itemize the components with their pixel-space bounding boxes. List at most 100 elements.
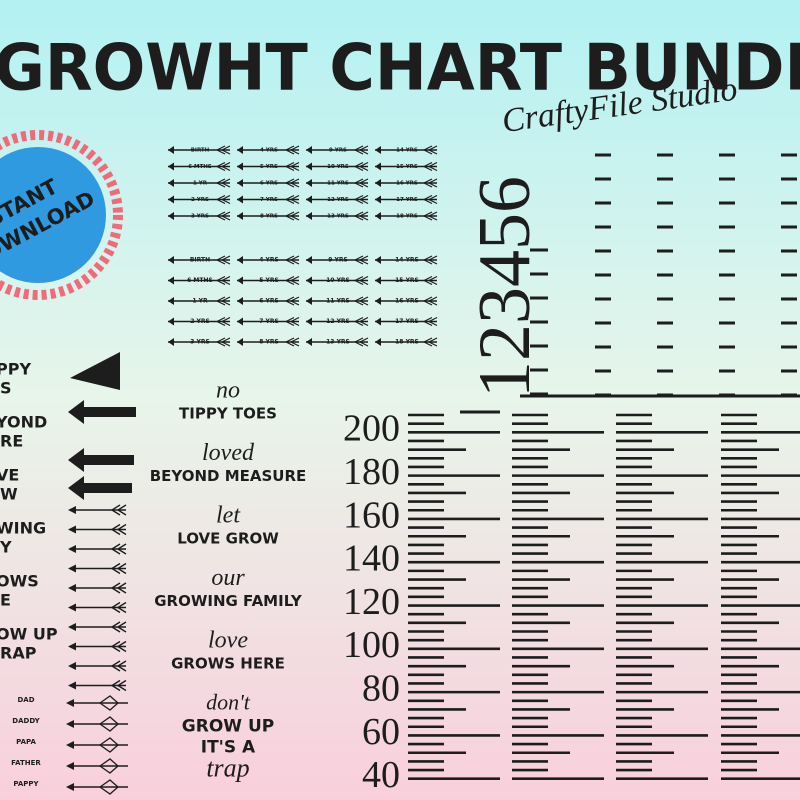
phrase-script: don't xyxy=(206,690,251,715)
arrow-feather xyxy=(423,145,438,155)
fancy-arrow-head xyxy=(66,699,74,707)
arrow-head xyxy=(375,212,381,220)
big-arrow xyxy=(68,448,134,472)
small-arrow-head xyxy=(68,681,76,690)
arrow-label: 15 YRS xyxy=(396,164,418,170)
name-label: PAPPY xyxy=(13,780,39,788)
arrow-head xyxy=(168,179,174,187)
name-label: DADDY xyxy=(12,717,40,725)
arrow-label: 3 YRS xyxy=(190,339,210,346)
arrow-head xyxy=(375,256,381,264)
arrow-feather xyxy=(285,161,300,172)
arrow-feather xyxy=(216,296,231,306)
ruler-label: 120 xyxy=(343,581,400,623)
arrow-feather xyxy=(423,337,438,347)
arrow-label: 15 YRS xyxy=(395,277,419,284)
cropped-text: OW UP xyxy=(0,625,58,644)
arrow-label: 4 YRS xyxy=(259,257,279,264)
arrow-head xyxy=(237,297,243,305)
arrow-label: 11 YRS xyxy=(326,298,350,305)
arrow-label: 4 YRS xyxy=(260,148,278,154)
arrow-label: 17 YRS xyxy=(396,197,418,203)
cropped-text: YOND xyxy=(0,413,47,432)
arrow-feather xyxy=(354,275,369,286)
arrow-feather xyxy=(354,296,369,306)
arrow-head xyxy=(375,276,381,285)
arrow-feather xyxy=(354,161,369,172)
arrow-label: 8 YRS xyxy=(260,214,278,220)
arrow-head xyxy=(375,338,381,346)
arrow-feather xyxy=(423,296,438,306)
ruler-label: 100 xyxy=(343,624,400,666)
ruler-label: 200 xyxy=(343,408,400,450)
arrow-feather xyxy=(423,255,438,265)
small-arrow-head xyxy=(68,525,76,534)
arrow-feather xyxy=(285,194,300,205)
phrase-script: no xyxy=(216,378,240,404)
arrow-label: 6 YRS xyxy=(260,181,278,187)
arrow-feather xyxy=(216,275,231,286)
arrow-feather xyxy=(216,337,231,347)
arrow-head xyxy=(375,162,381,171)
arrow-feather xyxy=(285,296,300,306)
arrow-head xyxy=(306,212,312,220)
arrow-label: 10 YRS xyxy=(326,277,350,284)
arrow-head xyxy=(237,338,243,346)
small-arrow-feather xyxy=(111,621,127,633)
fancy-arrow-feather xyxy=(98,695,119,711)
arrow-head xyxy=(237,317,243,326)
arrow-feather xyxy=(423,178,438,188)
arrow-head xyxy=(306,162,312,171)
arrow-label: 3 YRS xyxy=(191,214,209,220)
arrow-feather xyxy=(423,194,438,205)
arrow-label: 7 YRS xyxy=(259,318,279,325)
phrase-script: our xyxy=(211,565,245,591)
fancy-arrow-feather xyxy=(98,758,119,774)
arrow-head xyxy=(306,179,312,187)
arrow-feather xyxy=(216,161,231,172)
arrow-head xyxy=(168,297,174,305)
badge-ring xyxy=(0,130,123,300)
ruler-label: 60 xyxy=(362,711,400,753)
arrow-head xyxy=(375,146,381,154)
phrase-caps: LOVE GROW xyxy=(177,530,279,548)
title: GROWHT CHART BUNDL xyxy=(0,32,800,106)
ruler-label: 160 xyxy=(343,494,400,536)
fancy-arrow-feather xyxy=(98,716,119,732)
arrow-head xyxy=(237,212,243,220)
arrow-feather xyxy=(423,161,438,172)
name-label: FATHER xyxy=(11,759,41,767)
ruler-label: 180 xyxy=(343,451,400,493)
cropped-text: WING xyxy=(0,519,46,538)
arrow-head xyxy=(168,195,174,204)
small-arrow-feather xyxy=(111,679,127,692)
arrow-head xyxy=(168,212,174,220)
arrow-feather xyxy=(285,178,300,188)
arrow-head xyxy=(375,297,381,305)
arrow-head xyxy=(375,195,381,204)
arrow-feather xyxy=(216,255,231,265)
small-arrow-feather xyxy=(111,660,127,672)
arrow-label: BIRTH xyxy=(191,148,210,154)
arrow-label: 14 YRS xyxy=(396,148,418,154)
phrase-script: let xyxy=(216,503,241,529)
arrow-head xyxy=(168,338,174,346)
phrase-script: loved xyxy=(202,440,255,466)
arrow-feather xyxy=(285,316,300,327)
arrow-head xyxy=(237,195,243,204)
cropped-text: RE xyxy=(0,432,23,451)
arrow-feather xyxy=(354,211,369,221)
cropped-text: VE xyxy=(0,466,19,485)
arrow-label: 6 MTHS xyxy=(187,277,213,284)
small-arrow-feather xyxy=(111,523,127,536)
big-arrow xyxy=(70,352,120,390)
small-arrow-feather xyxy=(111,601,127,614)
arrow-head xyxy=(237,276,243,285)
small-arrow-head xyxy=(68,584,76,592)
name-label: DAD xyxy=(17,696,34,704)
arrow-feather xyxy=(285,211,300,221)
arrow-head xyxy=(168,276,174,285)
arrow-head xyxy=(237,146,243,154)
arrow-feather xyxy=(354,178,369,188)
arrow-label: 13 YRS xyxy=(327,214,349,220)
